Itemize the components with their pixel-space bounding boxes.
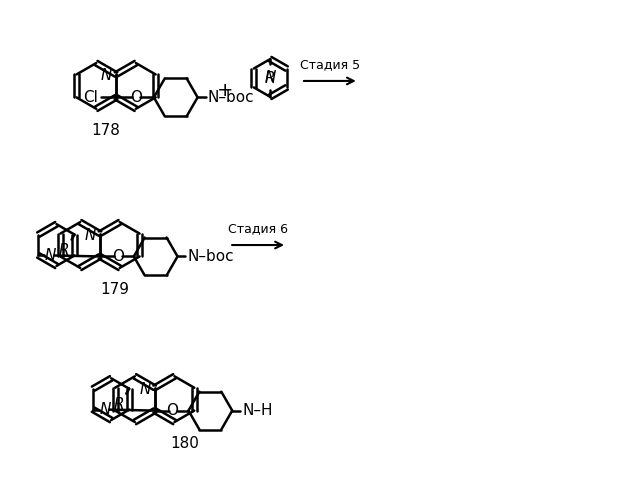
Text: N–boc: N–boc: [207, 90, 254, 105]
Text: N: N: [101, 68, 112, 83]
Text: +: +: [217, 82, 234, 100]
Text: R: R: [114, 396, 125, 411]
Text: Стадия 5: Стадия 5: [300, 58, 360, 71]
Text: O: O: [130, 90, 142, 105]
Text: 180: 180: [170, 436, 199, 451]
Text: N–boc: N–boc: [187, 249, 234, 264]
Text: R: R: [265, 71, 275, 86]
Text: N–H: N–H: [242, 403, 273, 418]
Text: 179: 179: [100, 282, 129, 297]
Text: N: N: [85, 228, 96, 243]
Text: Cl: Cl: [83, 90, 98, 105]
Text: 178: 178: [92, 122, 121, 138]
Text: R: R: [59, 242, 69, 258]
Text: O: O: [166, 403, 178, 418]
Text: N: N: [265, 70, 276, 85]
Text: N: N: [100, 402, 110, 417]
Text: N: N: [45, 248, 56, 263]
Text: Стадия 6: Стадия 6: [228, 222, 288, 235]
Text: O: O: [112, 249, 124, 264]
Text: N: N: [139, 382, 151, 397]
